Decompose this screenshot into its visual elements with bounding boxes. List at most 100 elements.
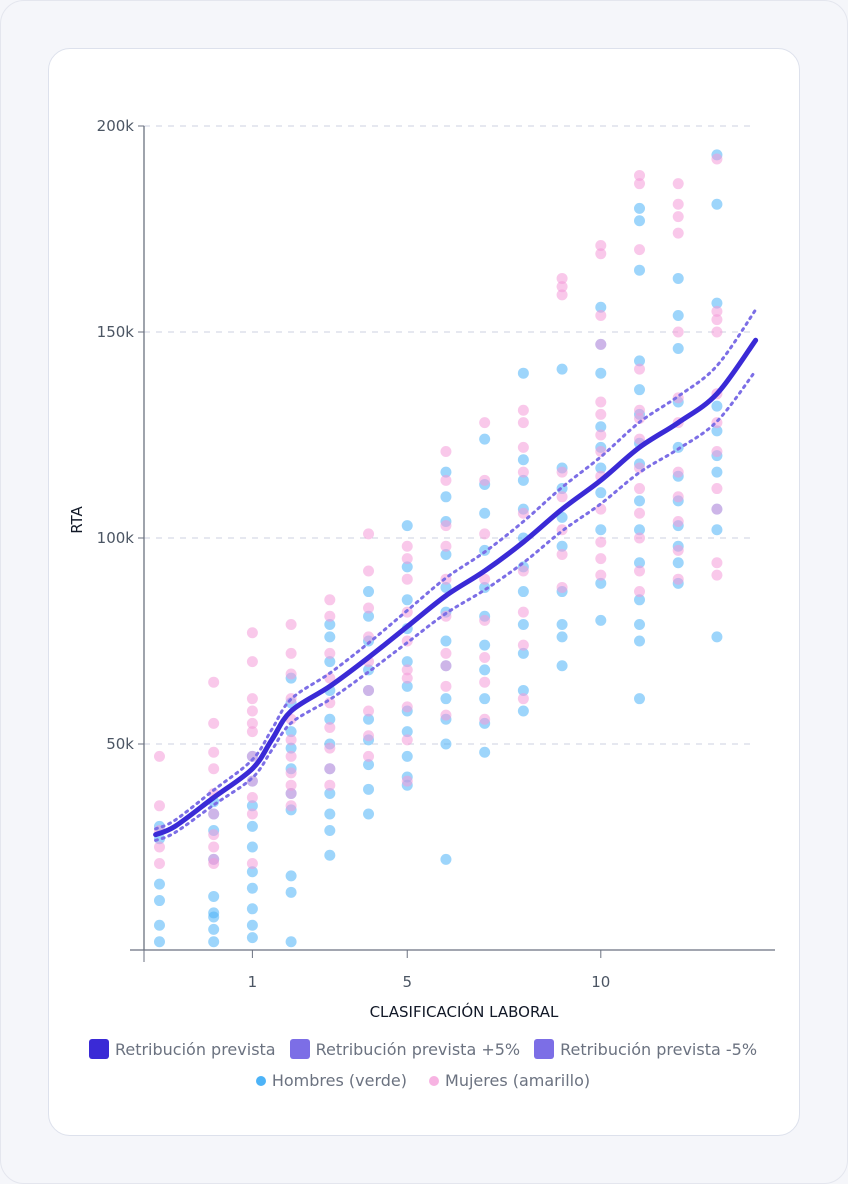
men-point (595, 614, 607, 626)
men-point (634, 384, 646, 396)
legend-item[interactable]: Retribución prevista -5% (534, 1039, 757, 1059)
men-point (672, 310, 684, 322)
women-point (634, 363, 646, 375)
men-point (595, 577, 607, 589)
women-point (479, 713, 491, 725)
women-point (246, 656, 258, 668)
men-point (517, 367, 529, 379)
legend-item[interactable]: Hombres (verde) (255, 1071, 407, 1090)
women-point (285, 619, 297, 631)
x-axis-title: CLASIFICACIÓN LABORAL (370, 1002, 559, 1021)
men-point (285, 742, 297, 754)
women-point (246, 726, 258, 738)
women-point (401, 775, 413, 787)
men-point (324, 849, 336, 861)
men-point (401, 680, 413, 692)
men-point (634, 594, 646, 606)
women-point (208, 853, 220, 865)
women-point (634, 178, 646, 190)
women-point (401, 664, 413, 676)
men-point (363, 783, 375, 795)
men-point (440, 738, 452, 750)
women-point (246, 808, 258, 820)
y-tick-label: 50k (106, 735, 134, 753)
women-point (440, 647, 452, 659)
expected-pay-line (153, 337, 759, 838)
women-point (711, 445, 723, 457)
women-point (595, 239, 607, 251)
men-point (440, 853, 452, 865)
men-point (595, 462, 607, 474)
women-point (285, 767, 297, 779)
men-point (440, 635, 452, 647)
legend-label: Mujeres (amarillo) (445, 1071, 591, 1090)
legend-swatch (289, 1039, 310, 1059)
women-point (153, 857, 165, 869)
men-point (208, 907, 220, 919)
legend-item[interactable]: Mujeres (amarillo) (429, 1071, 590, 1090)
women-point (246, 627, 258, 639)
men-point (401, 594, 413, 606)
men-point (401, 656, 413, 668)
men-point (556, 631, 568, 643)
women-point (595, 310, 607, 322)
men-point (363, 713, 375, 725)
women-point (556, 281, 568, 293)
women-point (285, 787, 297, 799)
women-point (479, 614, 491, 626)
men-point (324, 825, 336, 837)
men-point (556, 511, 568, 523)
legend-label: Retribución prevista +5% (315, 1039, 521, 1059)
men-point (711, 400, 723, 412)
women-point (517, 441, 529, 453)
women-point (208, 829, 220, 841)
men-point (401, 520, 413, 532)
women-point (479, 651, 491, 663)
y-tick-label: 100k (97, 529, 135, 547)
men-point (479, 639, 491, 651)
women-point (285, 750, 297, 762)
y-tick-label: 150k (97, 323, 135, 341)
legend-row-2: Hombres (verde) Mujeres (amarillo) (48, 1071, 798, 1090)
women-point (324, 647, 336, 659)
women-point (517, 606, 529, 618)
women-point (672, 211, 684, 223)
women-point (634, 169, 646, 181)
men-point (246, 882, 258, 894)
women-point (324, 742, 336, 754)
women-point (363, 750, 375, 762)
legend-item[interactable]: Retribución prevista +5% (289, 1039, 521, 1059)
data-points (153, 149, 723, 948)
women-point (556, 289, 568, 301)
women-point (401, 672, 413, 684)
women-point (634, 532, 646, 544)
women-point (556, 272, 568, 284)
women-point (285, 800, 297, 812)
legend-label: Retribución prevista (114, 1039, 276, 1059)
women-point (595, 396, 607, 408)
women-point (363, 602, 375, 614)
legend-item[interactable]: Retribución prevista (88, 1039, 276, 1059)
men-point (401, 726, 413, 738)
men-point (517, 454, 529, 466)
men-point (363, 759, 375, 771)
women-point (556, 548, 568, 560)
x-tick-label: 10 (591, 973, 610, 991)
women-point (363, 528, 375, 540)
men-point (711, 297, 723, 309)
men-point (556, 540, 568, 552)
men-point (711, 425, 723, 437)
men-point (711, 631, 723, 643)
women-point (517, 417, 529, 429)
women-point (517, 404, 529, 416)
women-point (153, 841, 165, 853)
women-point (246, 857, 258, 869)
women-point (711, 483, 723, 495)
women-point (324, 610, 336, 622)
women-point (634, 462, 646, 474)
women-point (672, 516, 684, 528)
women-point (711, 153, 723, 165)
women-point (595, 536, 607, 548)
men-point (711, 198, 723, 210)
